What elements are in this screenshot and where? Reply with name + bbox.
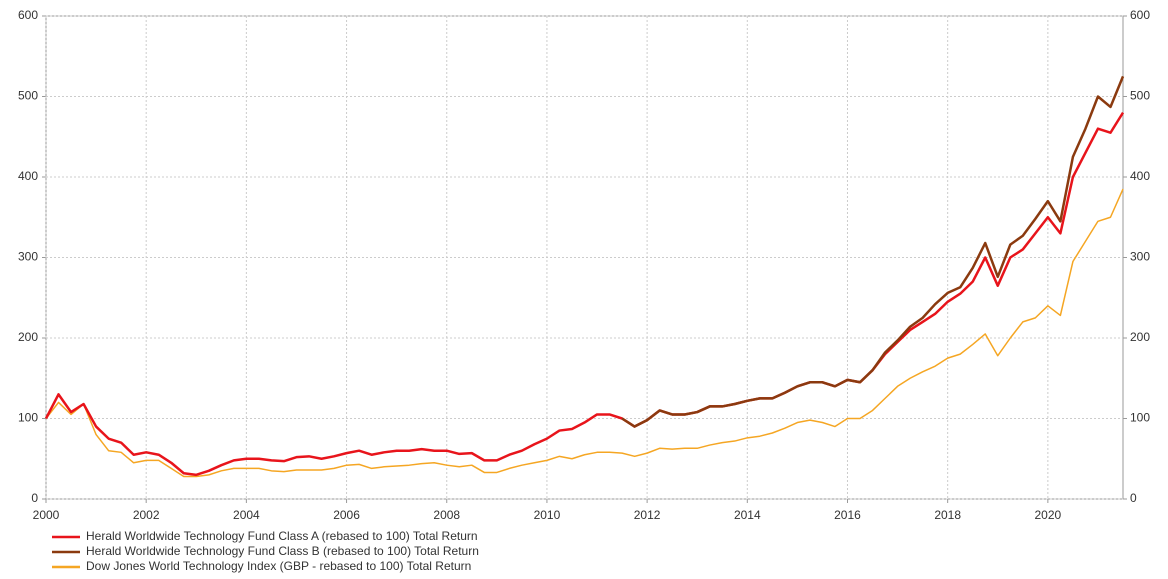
y-tick-label: 200 (18, 330, 38, 344)
y-tick-label: 300 (18, 250, 38, 264)
y2-tick-label: 300 (1130, 250, 1150, 264)
x-tick-label: 2010 (534, 508, 561, 522)
y2-tick-label: 100 (1130, 411, 1150, 425)
x-tick-label: 2004 (233, 508, 260, 522)
x-tick-label: 2006 (333, 508, 360, 522)
y2-tick-label: 600 (1130, 8, 1150, 22)
x-tick-label: 2020 (1035, 508, 1062, 522)
x-tick-label: 2018 (934, 508, 961, 522)
x-tick-label: 2012 (634, 508, 661, 522)
y-tick-label: 400 (18, 169, 38, 183)
x-tick-label: 2016 (834, 508, 861, 522)
y2-tick-label: 500 (1130, 89, 1150, 103)
x-tick-label: 2008 (433, 508, 460, 522)
series-line (621, 75, 1125, 428)
x-tick-label: 2000 (33, 508, 60, 522)
y-tick-label: 600 (18, 8, 38, 22)
y2-tick-label: 400 (1130, 169, 1150, 183)
series-line (45, 188, 1124, 478)
series-line (44, 111, 1125, 477)
legend-label: Dow Jones World Technology Index (GBP - … (86, 559, 471, 573)
y2-tick-label: 0 (1130, 491, 1137, 505)
y2-tick-label: 200 (1130, 330, 1150, 344)
legend-label: Herald Worldwide Technology Fund Class A… (86, 529, 478, 543)
y-tick-label: 500 (18, 89, 38, 103)
x-tick-label: 2014 (734, 508, 761, 522)
legend-label: Herald Worldwide Technology Fund Class B… (86, 544, 479, 558)
x-tick-label: 2002 (133, 508, 160, 522)
y-tick-label: 0 (31, 491, 38, 505)
y-tick-label: 100 (18, 411, 38, 425)
